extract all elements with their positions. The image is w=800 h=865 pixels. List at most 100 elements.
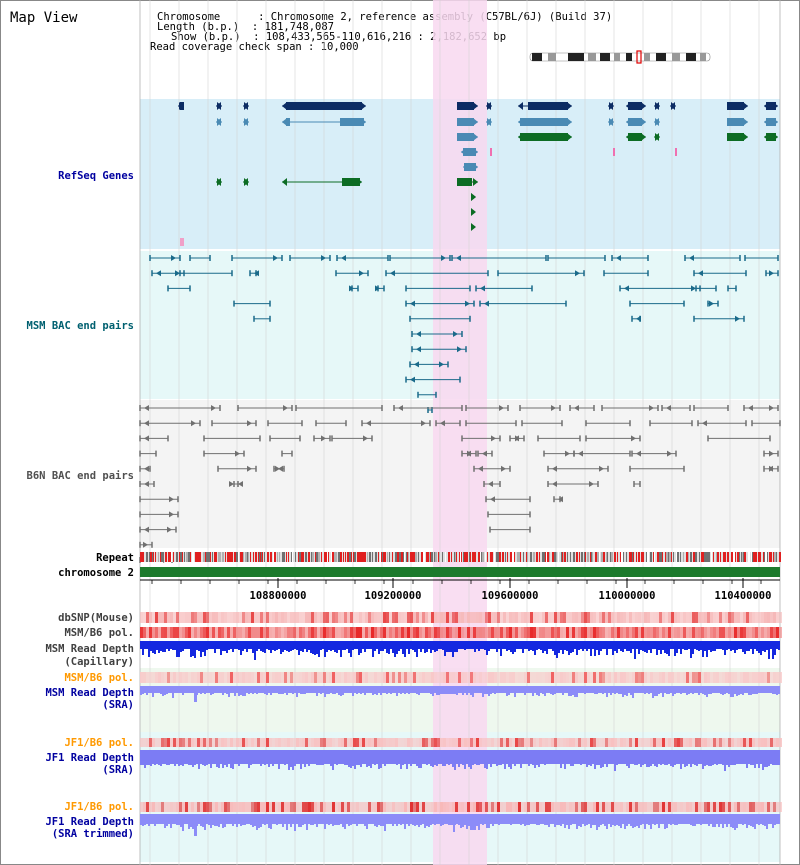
read-depth-bar [520,686,522,693]
dbsnp-track-label[interactable]: dbSNP(Mouse) [58,612,134,624]
read-depth-spike [194,686,197,702]
chromosome-track-label: chromosome 2 [58,567,134,579]
read-depth-bar [296,814,298,824]
read-depth-bar [774,686,776,694]
polymorphism-cell [308,738,311,747]
polymorphism-cell [386,672,389,683]
polymorphism-cell [233,802,236,812]
polymorphism-cell [203,627,206,638]
read-depth-bar [326,750,328,764]
read-depth-bar [634,686,636,693]
read-depth-bar [328,750,330,764]
repeat-segment [350,552,351,562]
read-depth-bar [462,641,464,649]
msm-depth-capillary-label-1[interactable]: MSM Read Depth [45,643,134,655]
repeat-segment [621,552,623,562]
refseq-track-label[interactable]: RefSeq Genes [58,170,134,182]
read-depth-bar [488,814,490,828]
jf1-depth-label-1[interactable]: JF1 Read Depth [45,752,134,764]
msm-b6-pol-sra-track-label[interactable]: MSM/B6 pol. [64,672,134,684]
polymorphism-cell [557,672,560,683]
polymorphism-cell [287,672,290,683]
repeat-segment [303,552,304,562]
polymorphism-cell [155,672,158,683]
polymorphism-cell [689,612,692,623]
gene-arrow [461,148,466,156]
read-depth-bar [490,641,492,649]
polymorphism-cell [779,612,782,623]
read-depth-bar [316,686,318,696]
msm-bac-end-pair-features[interactable] [149,255,779,413]
read-depth-bar [336,641,338,653]
repeat-segment [253,552,254,562]
polymorphism-cell [143,627,146,638]
read-depth-bar [632,686,634,698]
repeat-segment [517,552,519,562]
jf1-b6-pol-track-label[interactable]: JF1/B6 pol. [64,737,134,749]
jf1-b6-pol-2-track-label[interactable]: JF1/B6 pol. [64,801,134,813]
polymorphism-cell [422,627,425,638]
polymorphism-cell [215,738,218,747]
read-depth-bar [326,641,328,652]
read-depth-bar [272,641,274,650]
polymorphism-cell [491,612,494,623]
msm-b6-pol-track-label[interactable]: MSM/B6 pol. [64,627,134,639]
read-depth-bar [572,750,574,766]
b6n-bac-track-label[interactable]: B6N BAC end pairs [27,470,134,482]
polymorphism-cell [296,612,299,623]
polymorphism-cell [392,612,395,623]
chromosome-2-bar[interactable] [140,567,780,577]
repeat-segment [711,552,712,562]
repeat-track[interactable] [140,552,781,562]
polymorphism-cell [626,612,629,623]
read-depth-bar [562,814,564,824]
polymorphism-cell [482,627,485,638]
signal-tracks[interactable] [140,612,782,836]
read-depth-bar [670,814,672,825]
polymorphism-cell [653,627,656,638]
polymorphism-cell [455,627,458,638]
highlight-region[interactable] [433,0,487,865]
read-depth-bar [728,686,730,694]
polymorphism-cell [662,738,665,747]
polymorphism-cell [743,672,746,683]
polymorphism-cell [602,627,605,638]
polymorphism-cell [425,612,428,623]
read-depth-bar [418,814,420,827]
read-depth-bar [596,641,598,650]
read-depth-bar [396,750,398,765]
read-depth-bar [430,641,432,653]
polymorphism-cell [293,612,296,623]
chromosome-ideogram[interactable] [529,50,711,64]
repeat-segment [696,552,697,562]
msm-bac-track-label[interactable]: MSM BAC end pairs [27,320,134,332]
msm-depth-sra-label-1[interactable]: MSM Read Depth [45,687,134,699]
gene-arrow [773,102,778,110]
bac-arrow [416,346,421,353]
polymorphism-cell [650,612,653,623]
jf1-trimmed-depth-label-1[interactable]: JF1 Read Depth [45,816,134,828]
repeat-segment [225,552,226,562]
refseq-gene-features[interactable] [178,102,778,246]
read-depth-bar [540,686,542,693]
read-depth-bar [596,814,598,830]
read-depth-bar [432,750,434,767]
polymorphism-cell [356,802,359,812]
read-depth-bar [584,641,586,649]
read-depth-bar [332,686,334,694]
repeat-segment [717,552,719,562]
polymorphism-cell [491,672,494,683]
read-depth-bar [638,641,640,654]
polymorphism-cell [446,627,449,638]
polymorphism-cell [569,738,572,747]
polymorphism-cell [377,802,380,812]
polymorphism-cell [359,672,362,683]
repeat-segment [402,552,403,562]
polymorphism-cell [614,672,617,683]
polymorphism-cell [326,802,329,812]
read-depth-bar [754,814,756,829]
b6n-bac-end-pair-features[interactable] [139,405,781,563]
polymorphism-cell [140,672,143,683]
read-depth-bar [594,686,596,694]
